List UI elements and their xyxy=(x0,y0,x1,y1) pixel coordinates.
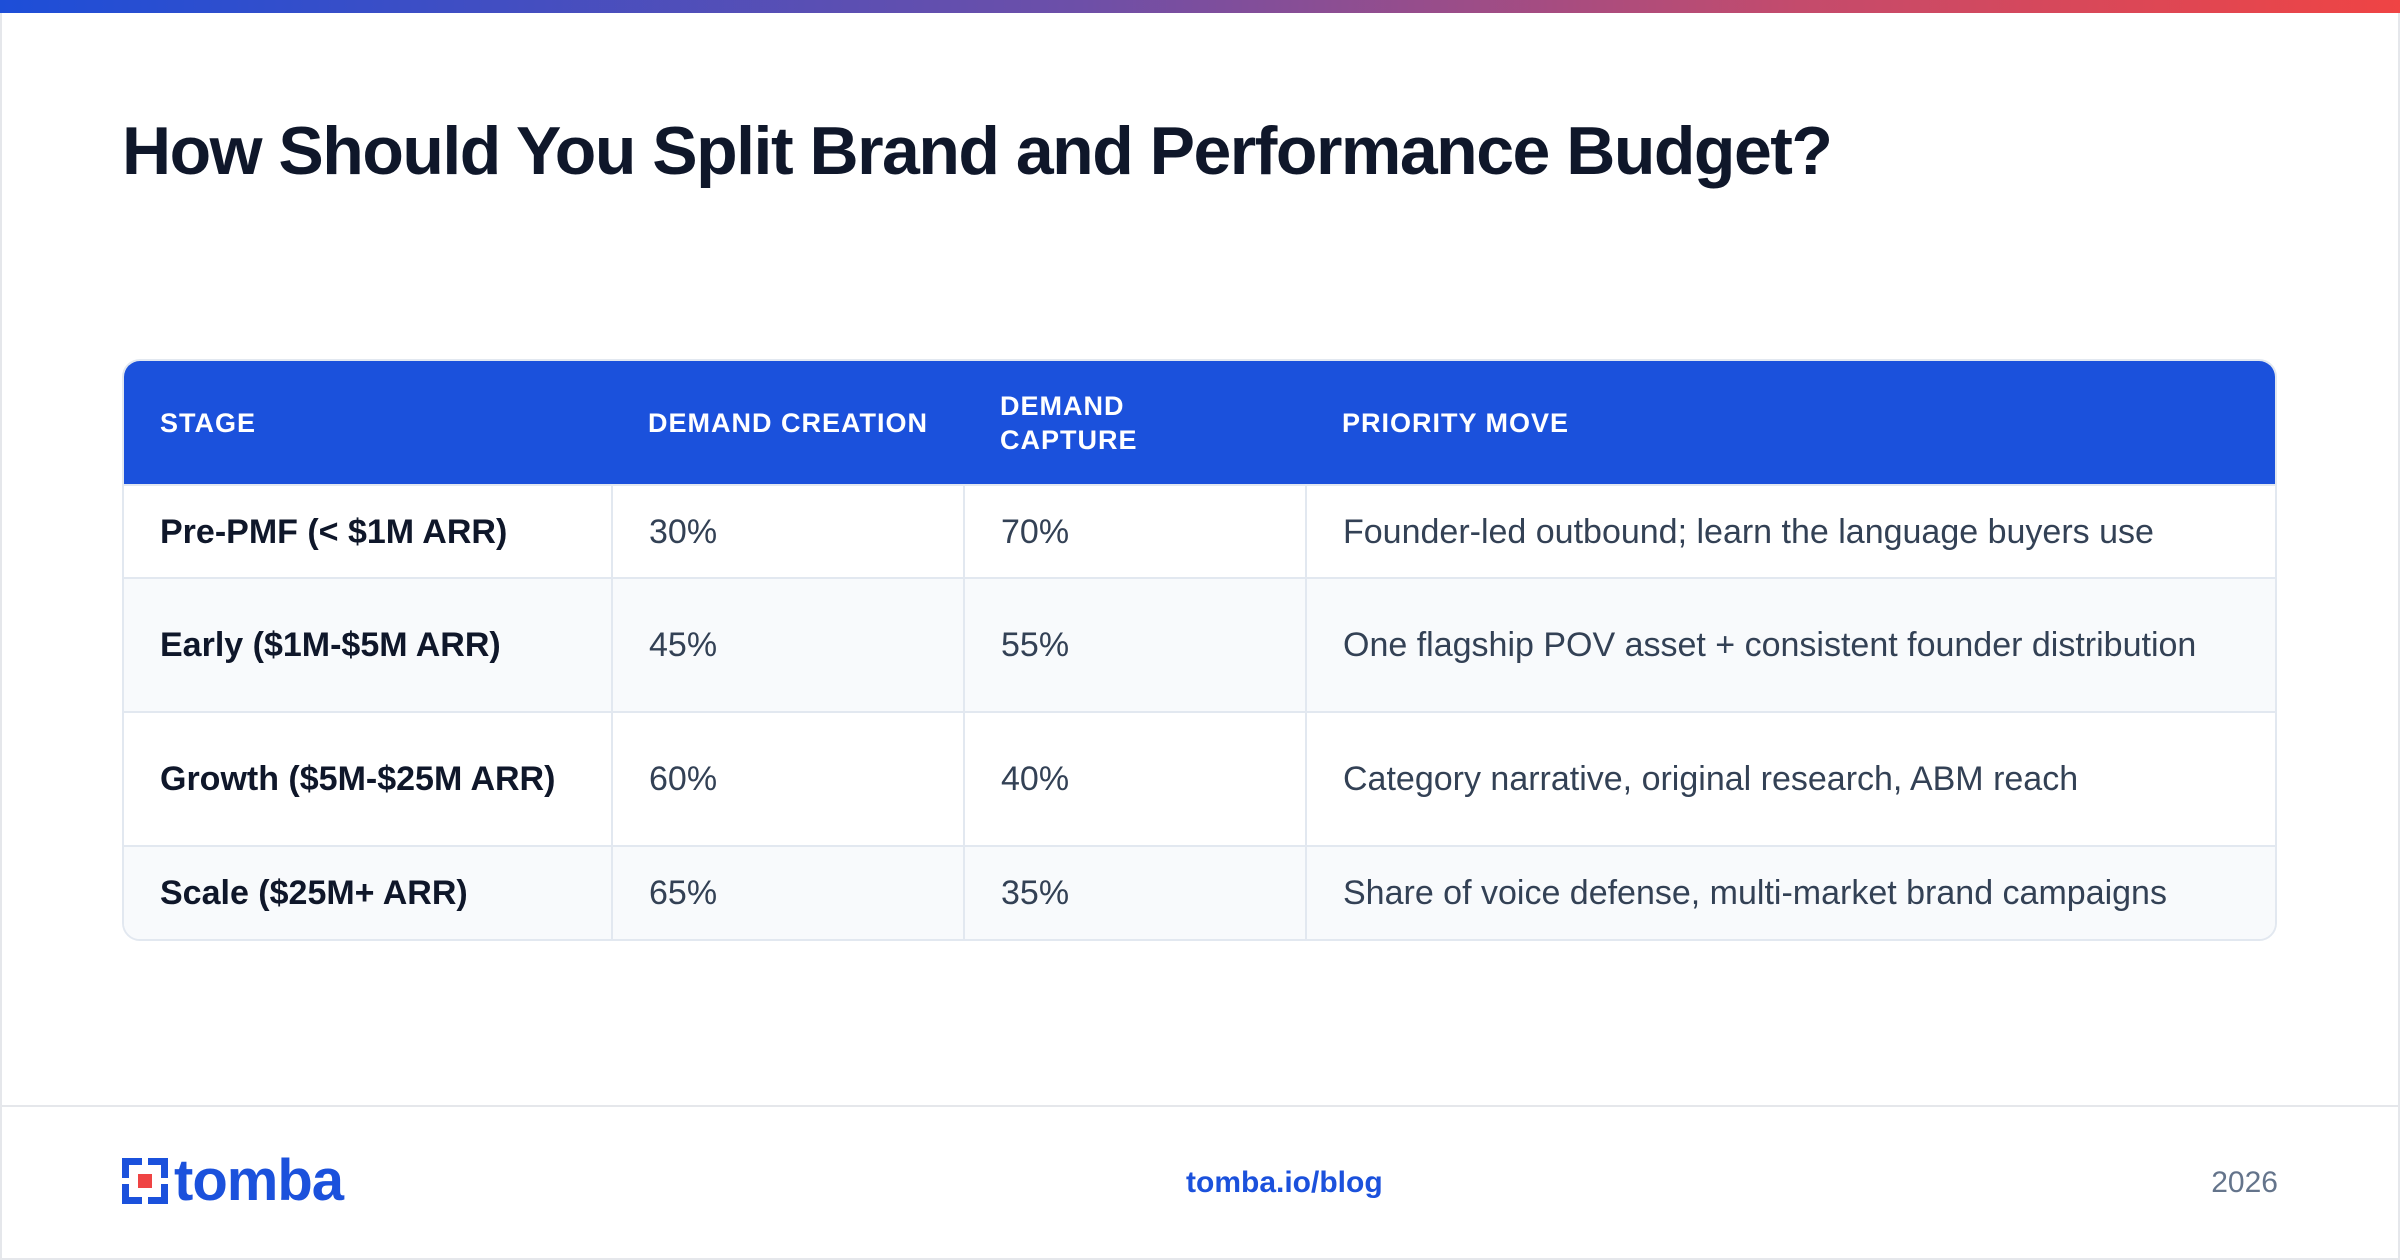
stage-cell: Pre-PMF (< $1M ARR) xyxy=(124,484,613,578)
demand-creation-cell: 30% xyxy=(612,484,965,578)
blog-link[interactable]: tomba.io/blog xyxy=(1186,1166,1383,1199)
tomba-logo-mark-icon xyxy=(122,1158,168,1204)
page-title: How Should You Split Brand and Performan… xyxy=(122,113,1833,189)
table-row: Early ($1M-$5M ARR) 45% 55% One flagship… xyxy=(124,577,2275,712)
priority-move-cell: Founder-led outbound; learn the language… xyxy=(1306,484,2275,578)
gradient-top-bar xyxy=(0,0,2400,13)
table-row: Growth ($5M-$25M ARR) 60% 40% Category n… xyxy=(124,711,2275,846)
footer-year: 2026 xyxy=(2211,1166,2278,1199)
table-row: Pre-PMF (< $1M ARR) 30% 70% Founder-led … xyxy=(124,484,2275,578)
logo-wordmark: tomba xyxy=(174,1148,344,1213)
header-stage: STAGE xyxy=(160,407,257,438)
table-header-row: STAGE DEMAND CREATION DEMAND CAPTURE PRI… xyxy=(124,361,2275,485)
budget-split-table: STAGE DEMAND CREATION DEMAND CAPTURE PRI… xyxy=(122,359,2277,941)
priority-move-cell: Share of voice defense, multi-market bra… xyxy=(1306,845,2275,939)
table-row: Scale ($25M+ ARR) 65% 35% Share of voice… xyxy=(124,845,2275,939)
stage-cell: Growth ($5M-$25M ARR) xyxy=(124,711,613,846)
header-demand-creation: DEMAND CREATION xyxy=(648,407,928,438)
demand-capture-cell: 40% xyxy=(964,711,1307,846)
stage-cell: Scale ($25M+ ARR) xyxy=(124,845,613,939)
demand-creation-cell: 60% xyxy=(612,711,965,846)
header-demand-capture: DEMAND CAPTURE xyxy=(1000,390,1138,455)
demand-capture-cell: 55% xyxy=(964,577,1307,712)
footer-divider xyxy=(0,1105,2400,1107)
stage-cell: Early ($1M-$5M ARR) xyxy=(124,577,613,712)
header-priority-move: PRIORITY MOVE xyxy=(1342,407,1570,438)
demand-creation-cell: 45% xyxy=(612,577,965,712)
demand-capture-cell: 70% xyxy=(964,484,1307,578)
tomba-logo[interactable]: tomba xyxy=(122,1148,344,1213)
priority-move-cell: One flagship POV asset + consistent foun… xyxy=(1306,577,2275,712)
priority-move-cell: Category narrative, original research, A… xyxy=(1306,711,2275,846)
demand-creation-cell: 65% xyxy=(612,845,965,939)
demand-capture-cell: 35% xyxy=(964,845,1307,939)
